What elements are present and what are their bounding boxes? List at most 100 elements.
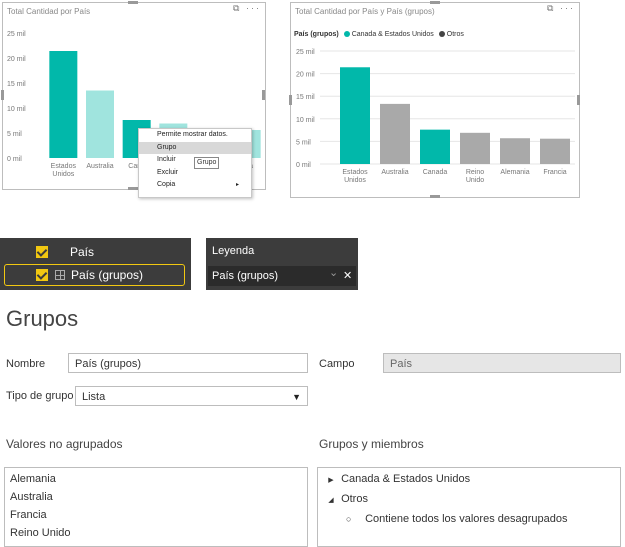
legend-well-title: Leyenda <box>212 245 255 257</box>
bar <box>340 67 370 164</box>
x-tick-label: Alemania <box>500 169 529 176</box>
list-item[interactable]: Reino Unido <box>10 527 71 539</box>
tree-item-otros[interactable]: ◢ Otros <box>324 489 620 509</box>
groups-members-title: Grupos y miembros <box>319 437 424 451</box>
menu-item-copy-label: Copia <box>157 181 176 188</box>
tree-item-label: Otros <box>341 493 368 505</box>
resize-handle-top[interactable] <box>128 1 138 4</box>
close-icon[interactable]: ✕ <box>343 270 353 282</box>
y-tick-label: 15 mil <box>296 94 315 101</box>
ungrouped-values-title: Valores no agrupados <box>6 437 123 451</box>
collapse-arrow-icon[interactable]: ◢ <box>328 497 334 504</box>
menu-item-group[interactable]: Grupo <box>139 141 251 154</box>
field-item-pais-grupos[interactable]: País (grupos) <box>4 264 185 286</box>
tree-item-label: Canada & Estados Unidos <box>341 473 471 485</box>
resize-handle-left-2[interactable] <box>289 95 292 105</box>
more-options-icon[interactable]: ··· <box>560 3 575 13</box>
x-tick-label: Unido <box>466 177 484 184</box>
submenu-arrow-icon: ▸ <box>235 182 239 188</box>
x-tick-label: Australia <box>86 163 113 170</box>
legend-well-value: País (grupos) <box>212 270 279 282</box>
x-tick-label: Cana <box>128 163 145 170</box>
resize-handle-right[interactable] <box>262 90 265 100</box>
y-tick-label: 20 mil <box>296 72 315 79</box>
y-tick-label: 25 mil <box>296 49 315 56</box>
y-tick-label: 15 mil <box>7 81 26 88</box>
chart2-svg: 0 mil 5 mil 10 mil 15 mil 20 mil 25 mil Estado… <box>296 49 575 184</box>
y-tick-label: 25 mil <box>7 31 26 38</box>
groups-dialog-title: Grupos <box>6 306 79 331</box>
group-field-icon <box>55 270 65 280</box>
list-item[interactable]: Francia <box>10 509 47 521</box>
legend-entry-canada-usa[interactable]: Canada & Estados Unidos <box>351 31 434 38</box>
y-tick-label: 5 mil <box>296 139 311 146</box>
chart1-header-icons: ⧉ ··· <box>233 3 261 14</box>
field-checkbox-icon[interactable] <box>36 246 48 258</box>
y-tick-label: 5 mil <box>7 131 22 138</box>
focus-mode-icon[interactable]: ⧉ <box>233 3 242 13</box>
name-input[interactable]: País (grupos) <box>68 353 308 373</box>
ungrouped-values-list[interactable]: Alemania Australia Francia Reino Unido <box>4 467 308 547</box>
field-checkbox-icon[interactable] <box>36 269 48 281</box>
bullet-icon: ○ <box>346 514 352 524</box>
group-type-value: Lista <box>82 391 106 403</box>
list-item[interactable]: Australia <box>10 491 53 503</box>
menu-item-show-data[interactable]: Permite mostrar datos. <box>157 131 228 138</box>
resize-handle-top-2[interactable] <box>430 1 440 4</box>
group-type-select[interactable]: Lista ▼ <box>75 386 308 406</box>
group-type-label: Tipo de grupo <box>6 390 74 402</box>
x-tick-label: Unidos <box>344 177 366 184</box>
y-tick-label: 20 mil <box>7 56 26 63</box>
bar <box>420 129 450 164</box>
field-input: País <box>383 353 621 373</box>
chart2-title: Total Cantidad por País y País (grupos) <box>295 7 435 16</box>
chevron-down-icon: ▼ <box>292 392 301 402</box>
chart1-title: Total Cantidad por País <box>7 7 91 16</box>
bar <box>540 138 570 164</box>
field-label-pais: País <box>70 245 95 259</box>
legend-title: País (grupos) <box>294 31 339 38</box>
menu-item-copy[interactable]: Copia ▸ <box>139 179 251 192</box>
x-tick-label: Canada <box>423 169 448 176</box>
legend-well-field[interactable]: País (grupos) ⌄ ✕ <box>208 266 356 286</box>
resize-handle-left[interactable] <box>1 90 4 100</box>
tree-item-canada-usa[interactable]: ▶ Canada & Estados Unidos <box>324 469 620 489</box>
legend-dot-dark <box>438 31 445 37</box>
chart2-header-icons: ⧉ ··· <box>547 3 575 14</box>
resize-handle-bottom-2[interactable] <box>430 195 440 198</box>
x-tick-label: Australia <box>381 169 408 176</box>
chart2-legend: País (grupos) Canada & Estados Unidos Ot… <box>294 31 464 38</box>
groups-members-tree[interactable]: ▶ Canada & Estados Unidos ◢ Otros ○ Cont… <box>317 467 621 547</box>
legend-well-panel: Leyenda País (grupos) ⌄ ✕ <box>206 238 358 290</box>
y-tick-label: 0 mil <box>7 156 22 163</box>
y-tick-label: 10 mil <box>7 106 26 113</box>
x-tick-label: Francia <box>543 169 566 176</box>
group-tooltip: Grupo <box>194 157 220 169</box>
resize-handle-bottom[interactable] <box>128 187 138 190</box>
x-tick-label: Estados <box>51 163 77 170</box>
legend-entry-otros[interactable]: Otros <box>446 31 464 38</box>
tree-child-item[interactable]: ○ Contiene todos los valores desagrupado… <box>324 509 620 529</box>
legend-dot-teal <box>343 31 350 37</box>
x-tick-label: Reino <box>466 169 484 176</box>
x-tick-label: Estados <box>342 169 368 176</box>
focus-mode-icon[interactable]: ⧉ <box>547 3 556 13</box>
name-label: Nombre <box>6 358 46 370</box>
fields-panel: País País (grupos) <box>0 238 191 290</box>
tree-child-label: Contiene todos los valores desagrupados <box>365 513 568 525</box>
y-tick-label: 0 mil <box>296 162 311 169</box>
menu-item-exclude[interactable]: Excluir <box>157 168 179 176</box>
bar <box>380 103 410 164</box>
bar <box>86 90 114 158</box>
field-label-pais-grupos: País (grupos) <box>71 268 144 282</box>
chevron-down-icon[interactable]: ⌄ <box>329 267 339 279</box>
bar <box>49 51 78 158</box>
y-tick-label: 10 mil <box>296 117 315 124</box>
menu-item-include[interactable]: Incluir <box>157 156 176 163</box>
resize-handle-right-2[interactable] <box>577 95 580 105</box>
more-options-icon[interactable]: ··· <box>246 3 261 13</box>
expand-arrow-icon[interactable]: ▶ <box>328 477 334 484</box>
list-item[interactable]: Alemania <box>10 473 56 485</box>
field-item-pais[interactable]: País <box>4 241 187 263</box>
x-tick-label: Unidos <box>52 171 74 178</box>
